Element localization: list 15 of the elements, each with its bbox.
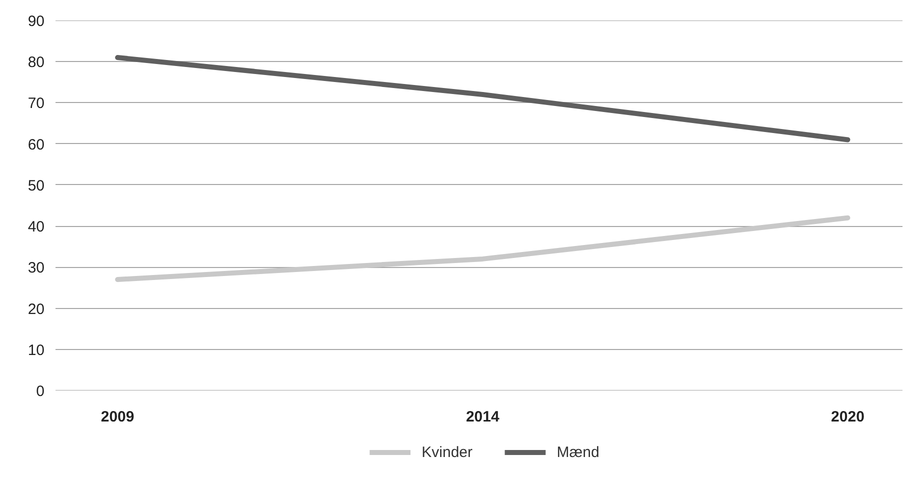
x-tick-label: 2009 (100, 408, 134, 426)
y-tick-label: 40 (28, 218, 45, 236)
legend-label: Mænd (556, 444, 600, 461)
y-tick-label: 80 (28, 54, 45, 72)
y-tick-label: 0 (36, 383, 44, 400)
y-tick-label: 70 (28, 95, 45, 112)
y-tick-label: 90 (28, 13, 45, 30)
y-tick-label: 30 (28, 260, 45, 277)
y-tick-label: 60 (28, 136, 45, 154)
x-tick-label: 2014 (466, 408, 500, 426)
y-tick-label: 10 (28, 342, 45, 359)
legend-label: Kvinder (422, 444, 473, 461)
x-tick-label: 2020 (831, 408, 864, 426)
y-tick-label: 50 (28, 177, 45, 194)
y-tick-label: 20 (28, 300, 45, 318)
